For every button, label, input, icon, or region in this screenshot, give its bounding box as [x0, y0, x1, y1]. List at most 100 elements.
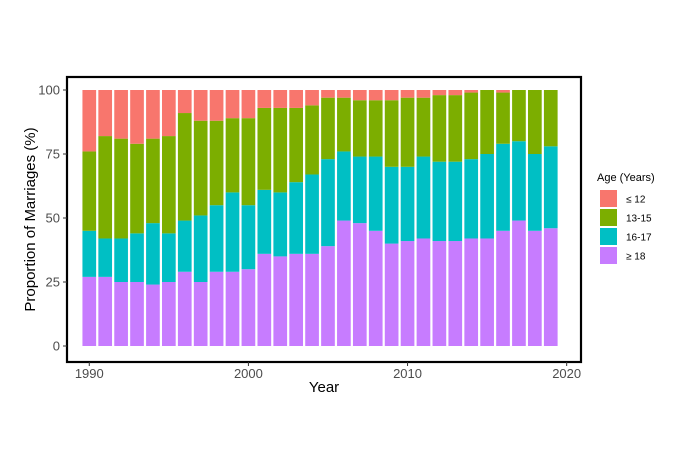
bar-1994-series-0 [146, 284, 160, 346]
bar-1993-series-2 [130, 143, 144, 234]
bar-2005-series-0 [321, 246, 335, 346]
bar-2019-series-1 [543, 146, 558, 229]
bar-2014-series-2 [464, 92, 479, 160]
bars-layer [82, 90, 558, 346]
bar-1992-series-2 [114, 138, 128, 239]
bar-2000-series-2 [241, 118, 256, 206]
bar-2018-series-1 [528, 154, 542, 231]
legend-label: 13-15 [626, 214, 652, 225]
bar-1998-series-0 [209, 271, 224, 346]
bar-2018-series-2 [528, 90, 542, 154]
x-axis: 1990 2000 2010 2020 [75, 362, 581, 381]
bar-2011-series-1 [416, 156, 431, 239]
bar-2000-series-0 [241, 269, 256, 346]
bar-1995-series-1 [162, 233, 176, 282]
legend-title: Age (Years) [597, 172, 655, 184]
bar-2004-series-2 [305, 105, 319, 175]
bar-2008-series-1 [368, 156, 383, 231]
bar-1991-series-2 [98, 136, 113, 239]
bar-1999-series-1 [225, 192, 240, 272]
y-tick-label: 75 [46, 147, 60, 162]
bar-2009-series-0 [384, 243, 399, 346]
legend-label: 16-17 [626, 233, 652, 244]
bar-1990-series-2 [82, 151, 97, 231]
bar-2013-series-0 [448, 241, 463, 346]
bar-2008-series-2 [368, 100, 383, 157]
bar-1997-series-2 [193, 120, 208, 216]
bar-1999-series-3 [225, 90, 240, 119]
legend-label: ≤ 12 [626, 195, 646, 206]
bar-2002-series-2 [273, 107, 288, 193]
bar-2001-series-2 [257, 107, 272, 190]
bar-1994-series-2 [146, 138, 160, 224]
y-axis-title: Proportion of Marriages (%) [22, 127, 39, 311]
y-tick-label: 100 [38, 83, 60, 98]
bar-1996-series-1 [177, 220, 192, 272]
bar-2006-series-1 [337, 151, 351, 221]
bar-2014-series-1 [464, 159, 479, 239]
bar-2014-series-3 [464, 90, 479, 93]
bar-2010-series-3 [400, 90, 415, 98]
bar-2003-series-2 [289, 107, 303, 183]
bar-1999-series-0 [225, 271, 240, 346]
bar-1998-series-2 [209, 120, 224, 206]
legend: Age (Years) ≤ 12 13-15 16-17 ≥ 18 [597, 172, 655, 264]
bar-2015-series-1 [480, 154, 494, 239]
bar-2004-series-1 [305, 174, 319, 254]
bar-2006-series-3 [337, 90, 351, 98]
bar-1997-series-0 [193, 282, 208, 346]
bar-1991-series-1 [98, 238, 113, 277]
bar-2015-series-2 [480, 90, 494, 154]
bar-1992-series-3 [114, 90, 128, 139]
bar-1990-series-3 [82, 90, 97, 152]
bar-1993-series-3 [130, 90, 144, 144]
bar-2001-series-0 [257, 253, 272, 346]
bar-2015-series-0 [480, 238, 494, 346]
bar-2012-series-0 [432, 241, 447, 346]
x-tick-label: 2020 [552, 366, 581, 381]
bar-1991-series-3 [98, 90, 113, 137]
bar-1996-series-0 [177, 271, 192, 346]
y-tick-label: 50 [46, 211, 60, 226]
x-tick-label: 2010 [393, 366, 422, 381]
bar-2011-series-3 [416, 90, 431, 98]
bar-1996-series-3 [177, 90, 192, 114]
bar-2003-series-3 [289, 90, 303, 108]
bar-1990-series-0 [82, 276, 97, 346]
bar-2007-series-3 [352, 90, 367, 101]
y-tick-label: 25 [46, 275, 60, 290]
bar-2002-series-0 [273, 256, 288, 346]
bar-2000-series-1 [241, 205, 256, 270]
bar-2006-series-0 [337, 220, 351, 346]
bar-2012-series-2 [432, 95, 447, 162]
bar-2010-series-2 [400, 97, 415, 167]
bar-2004-series-3 [305, 90, 319, 106]
bar-1999-series-2 [225, 118, 240, 193]
panel-border [65, 75, 583, 364]
bar-1997-series-1 [193, 215, 208, 282]
bar-1995-series-0 [162, 282, 176, 346]
bar-2007-series-2 [352, 100, 367, 157]
bar-2009-series-1 [384, 166, 399, 244]
bar-1996-series-2 [177, 113, 192, 221]
bar-2005-series-3 [321, 90, 335, 98]
bar-2010-series-0 [400, 241, 415, 346]
bar-2017-series-0 [512, 220, 526, 346]
bar-2019-series-2 [543, 90, 558, 147]
y-axis: 0 25 50 75 100 [38, 83, 67, 354]
bar-2005-series-2 [321, 97, 335, 160]
bar-2009-series-2 [384, 100, 399, 167]
legend-swatch [600, 228, 617, 245]
bar-2004-series-0 [305, 253, 319, 346]
bar-2012-series-3 [432, 90, 447, 96]
bar-1994-series-3 [146, 90, 160, 139]
bar-1991-series-0 [98, 276, 113, 346]
legend-swatch [600, 190, 617, 207]
bar-2017-series-2 [512, 90, 526, 142]
x-tick-label: 2000 [234, 366, 263, 381]
bar-1990-series-1 [82, 230, 97, 277]
bar-2000-series-3 [241, 90, 256, 119]
bar-2011-series-2 [416, 97, 431, 157]
bar-1997-series-3 [193, 90, 208, 121]
bar-1995-series-2 [162, 136, 176, 234]
